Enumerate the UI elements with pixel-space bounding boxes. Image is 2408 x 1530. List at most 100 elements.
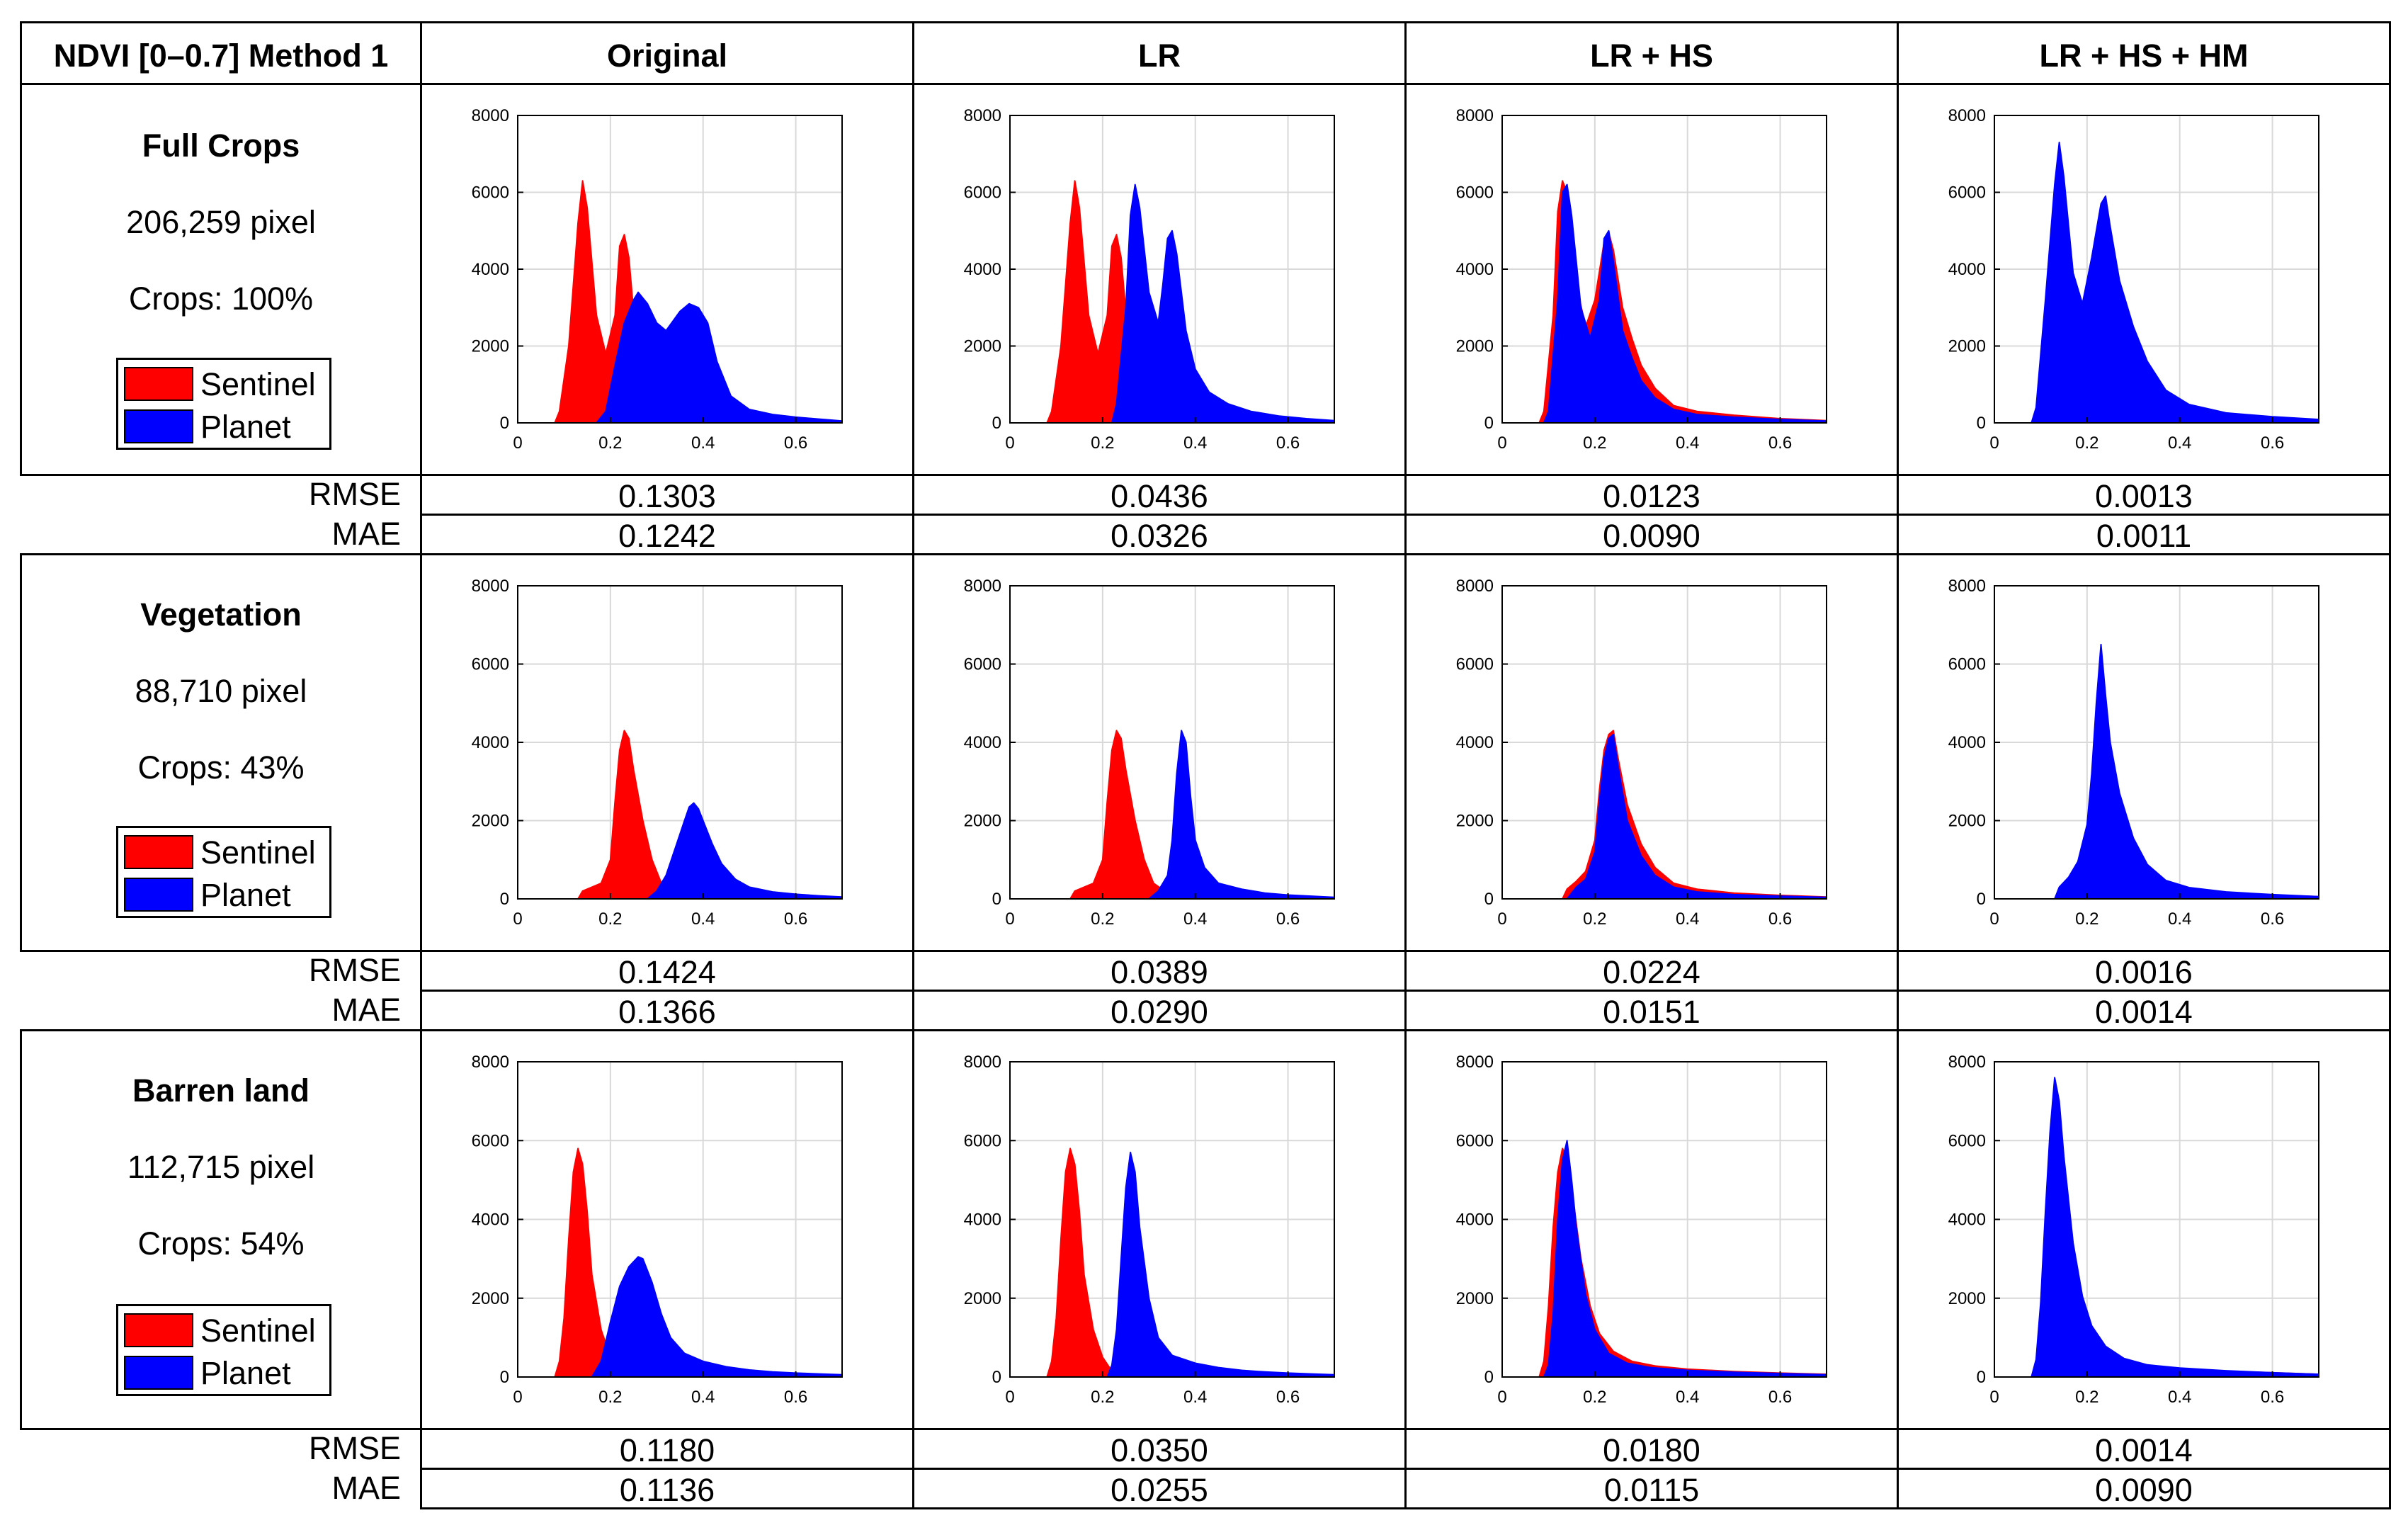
y-tick-label: 0 [500,1368,509,1387]
mae-label: MAE [331,992,401,1028]
x-tick-label: 0.6 [784,434,807,453]
rmse-cell-barren-land-lr: 0.0350 [912,1428,1407,1470]
y-tick-label: 2000 [964,812,1001,831]
x-tick-label: 0.6 [2261,434,2284,453]
y-tick-label: 8000 [1456,106,1494,125]
legend-item-sentinel: Sentinel [124,367,326,404]
x-tick-label: 0.2 [598,434,622,453]
y-tick-label: 8000 [472,106,509,125]
y-tick-label: 8000 [472,1053,509,1072]
y-tick-label: 0 [1484,414,1494,433]
row-crops-percent: Crops: 100% [128,280,314,317]
histogram-chart: 0 2000 4000 6000 8000 0 0.2 0.4 0.6 [472,577,843,929]
rmse-value: 0.0016 [2095,954,2193,990]
y-tick-label: 6000 [1456,183,1494,203]
y-tick-label: 6000 [1456,655,1494,674]
mae-value: 0.0151 [1603,994,1700,1030]
legend-label: Sentinel [200,1313,316,1349]
x-tick-label: 0.2 [1583,434,1606,453]
chart-cell-barren-land-lr: 0 2000 4000 6000 8000 0 0.2 0.4 0.6 [912,1029,1407,1430]
chart-cell-barren-land-original: 0 2000 4000 6000 8000 0 0.2 0.4 0.6 [420,1029,914,1430]
planet-area [1543,183,1827,424]
histogram-chart: 0 2000 4000 6000 8000 0 0.2 0.4 0.6 [1948,1053,2319,1407]
rmse-value: 0.0436 [1111,478,1208,514]
x-tick-label: 0 [1005,910,1014,929]
chart-cell-barren-land-lr-hs: 0 2000 4000 6000 8000 0 0.2 0.4 0.6 [1404,1029,1899,1430]
row-label-full-crops: Full Crops 206,259 pixel Crops: 100% Sen… [20,83,422,476]
legend-label: Sentinel [200,366,316,402]
planet-swatch [124,409,193,443]
legend: Sentinel Planet [116,358,331,450]
mae-cell-full-crops-original: 0.1242 [420,514,914,555]
x-tick-label: 0 [1497,434,1506,453]
mae-cell-barren-land-original: 0.1136 [420,1468,914,1509]
histogram-chart: 0 2000 4000 6000 8000 0 0.2 0.4 0.6 [964,106,1335,453]
planet-area [591,1256,843,1378]
histogram-chart: 0 2000 4000 6000 8000 0 0.2 0.4 0.6 [964,577,1335,929]
mae-value: 0.0011 [2096,518,2192,554]
mae-cell-vegetation-lr-hs: 0.0151 [1404,990,1899,1031]
x-tick-label: 0.4 [1676,434,1699,453]
chart-cell-barren-land-lr-hs-hm: 0 2000 4000 6000 8000 0 0.2 0.4 0.6 [1897,1029,2391,1430]
planet-area [2054,643,2319,900]
planet-area [596,291,843,424]
mae-value: 0.1242 [618,518,716,554]
y-tick-label: 0 [500,890,509,909]
sentinel-swatch [124,367,193,401]
rmse-cell-vegetation-lr-hs-hm: 0.0016 [1897,950,2391,992]
x-tick-label: 0.6 [1276,1388,1300,1407]
y-tick-label: 0 [1977,1368,1986,1387]
planet-area [2031,142,2319,424]
mae-value: 0.1136 [619,1472,715,1508]
chart-cell-full-crops-lr-hs-hm: 0 2000 4000 6000 8000 0 0.2 0.4 0.6 [1897,83,2391,476]
planet-swatch [124,878,193,912]
row-pixel-count: 112,715 pixel [127,1149,315,1185]
y-tick-label: 0 [1484,1368,1494,1387]
y-tick-label: 4000 [964,1211,1001,1230]
x-tick-label: 0.6 [2261,1388,2284,1407]
mae-value: 0.0255 [1111,1472,1208,1508]
legend-label: Planet [200,877,291,913]
y-tick-label: 2000 [472,812,509,831]
x-tick-label: 0.2 [2075,434,2099,453]
x-tick-label: 0 [1005,434,1014,453]
rmse-value: 0.0224 [1603,954,1700,990]
y-tick-label: 6000 [1948,655,1986,674]
y-tick-label: 2000 [1948,812,1986,831]
rmse-value: 0.1303 [618,478,716,514]
y-tick-label: 6000 [964,183,1001,203]
x-tick-label: 0.4 [1183,434,1207,453]
x-tick-label: 0.2 [598,910,622,929]
rmse-cell-full-crops-lr: 0.0436 [912,474,1407,516]
legend-item-sentinel: Sentinel [124,1313,326,1350]
mae-cell-barren-land-lr-hs: 0.0115 [1404,1468,1899,1509]
y-tick-label: 6000 [964,1131,1001,1150]
y-tick-label: 2000 [964,1289,1001,1308]
corner-title: NDVI [0–0.7] Method 1 [53,38,389,74]
mae-value: 0.0090 [2095,1472,2193,1508]
y-tick-label: 4000 [1948,260,1986,279]
mae-cell-barren-land-lr-hs-hm: 0.0090 [1897,1468,2391,1509]
y-tick-label: 4000 [472,260,509,279]
x-tick-label: 0.4 [1676,1388,1699,1407]
x-tick-label: 0.6 [1768,910,1792,929]
x-tick-label: 0.4 [1676,910,1699,929]
chart-cell-full-crops-original: 0 2000 4000 6000 8000 0 0.2 0.4 0.6 [420,83,914,476]
rmse-value: 0.1424 [618,954,716,990]
x-tick-label: 0 [1497,910,1506,929]
y-tick-label: 6000 [1948,1131,1986,1150]
x-tick-label: 0.4 [691,434,715,453]
y-tick-label: 8000 [1948,106,1986,125]
y-tick-label: 0 [992,890,1001,909]
x-tick-label: 0 [1497,1388,1506,1407]
y-tick-label: 0 [1977,414,1986,433]
header-corner: NDVI [0–0.7] Method 1 [20,21,422,85]
rmse-cell-vegetation-lr-hs: 0.0224 [1404,950,1899,992]
row-crops-percent: Crops: 54% [137,1225,305,1262]
rmse-cell-vegetation-lr: 0.0389 [912,950,1407,992]
chart-cell-full-crops-lr-hs: 0 2000 4000 6000 8000 0 0.2 0.4 0.6 [1404,83,1899,476]
x-tick-label: 0.6 [1768,434,1792,453]
y-tick-label: 4000 [472,1211,509,1230]
y-tick-label: 2000 [1456,812,1494,831]
y-tick-label: 0 [1484,890,1494,909]
